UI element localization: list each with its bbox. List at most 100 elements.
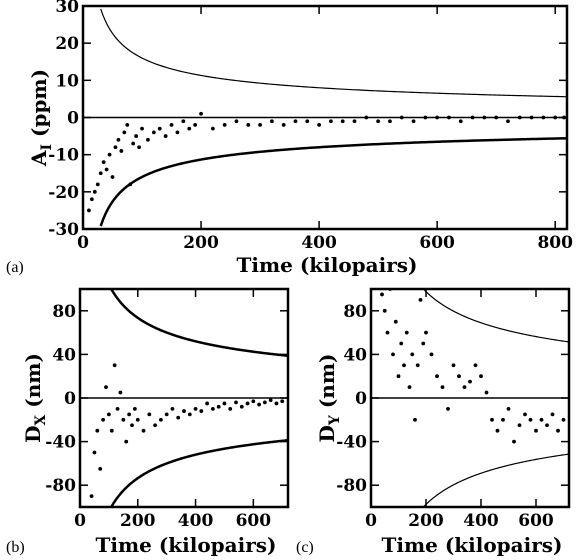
data-point [128, 182, 133, 187]
data-point [539, 417, 544, 422]
data-point [234, 400, 238, 405]
x-tick-label: 400 [301, 233, 337, 253]
lower-bound-curve [422, 453, 569, 507]
y-tick-label: -20 [48, 183, 79, 203]
data-point [470, 115, 475, 120]
data-point [435, 374, 439, 379]
data-point [137, 145, 141, 150]
data-point [490, 417, 494, 422]
data-point [169, 123, 174, 127]
data-point [561, 417, 566, 422]
x-tick-label: 200 [183, 233, 219, 253]
lower-bound-curve [99, 137, 567, 227]
y-tick-label: 80 [343, 302, 367, 322]
y-axis-label: DX (nm) [21, 353, 49, 443]
data-point [424, 330, 428, 335]
data-point [193, 123, 198, 127]
data-point [396, 374, 401, 379]
data-point [104, 385, 108, 389]
y-tick-label: 40 [52, 345, 76, 365]
data-point [193, 407, 198, 411]
data-point [329, 119, 333, 124]
data-point [402, 363, 406, 368]
data-point [92, 189, 97, 194]
data-point [109, 428, 114, 433]
data-point [556, 428, 560, 433]
data-point [87, 208, 91, 213]
data-point [451, 363, 456, 368]
y-tick-label: -80 [45, 476, 76, 496]
data-point [135, 417, 140, 422]
y-tick-label: 40 [343, 345, 367, 365]
data-point [399, 115, 404, 120]
data-point [112, 363, 117, 368]
y-tick-label: 0 [64, 389, 76, 409]
data-point [269, 119, 274, 124]
upper-bound-curve [100, 8, 567, 98]
y-tick-label: -10 [48, 146, 79, 166]
data-point [147, 412, 152, 417]
chart-panel-b: 0 200 400 600 -80 -40 0 40 80 Time (kilopairs) DX … [6, 287, 290, 557]
panel-label: (a) [6, 259, 24, 276]
y-tick-label: -40 [336, 433, 367, 453]
data-point [115, 407, 120, 411]
y-tick-label: 10 [55, 71, 79, 91]
data-point [523, 412, 527, 417]
data-point [517, 423, 522, 428]
y-tick-label: 0 [355, 389, 367, 409]
data-point [216, 404, 221, 409]
lower-bound-curve [110, 439, 288, 507]
data-point [141, 428, 146, 433]
data-point [199, 409, 204, 413]
y-axis-label: AI (ppm) [27, 69, 55, 167]
data-point [199, 111, 203, 116]
data-point [380, 292, 384, 297]
data-point [407, 385, 412, 389]
x-tick-label: 400 [463, 511, 499, 531]
data-point [258, 123, 262, 127]
data-point [391, 352, 395, 357]
data-point [98, 171, 103, 176]
data-point [482, 115, 487, 120]
data-point [529, 115, 534, 120]
data-point [106, 412, 111, 417]
y-axis-label: DY (nm) [315, 354, 343, 443]
x-axis-label: Time (kilopairs) [96, 533, 277, 557]
data-point [429, 352, 434, 357]
data-point [506, 407, 511, 411]
data-point [113, 145, 118, 150]
data-point [553, 115, 558, 120]
y-tick-label: -30 [48, 220, 79, 240]
data-point [205, 401, 210, 406]
data-point [121, 417, 126, 422]
data-point [550, 412, 555, 417]
x-tick-label: 800 [537, 233, 573, 253]
y-tick-label: -80 [336, 476, 367, 496]
data-point [234, 119, 239, 124]
data-point [411, 119, 416, 124]
data-point [293, 119, 298, 124]
data-point [517, 115, 522, 120]
data-point [545, 423, 549, 428]
data-point [134, 134, 139, 138]
data-point [228, 407, 233, 411]
y-tick-label: -40 [45, 433, 76, 453]
x-tick-label: 0 [365, 511, 377, 531]
data-point [101, 160, 106, 165]
data-point [501, 417, 505, 422]
x-tick-label: 600 [419, 233, 455, 253]
data-point [506, 119, 510, 124]
data-point [376, 119, 381, 124]
data-point [131, 141, 136, 146]
data-point [140, 126, 144, 131]
data-point [404, 330, 409, 335]
data-point [494, 115, 499, 120]
y-tick-label: 80 [52, 302, 76, 322]
data-point [280, 399, 285, 404]
data-point [393, 319, 398, 324]
data-point [399, 341, 404, 346]
data-point [222, 401, 227, 406]
data-point [98, 466, 103, 471]
upper-bound-curve [110, 289, 288, 357]
